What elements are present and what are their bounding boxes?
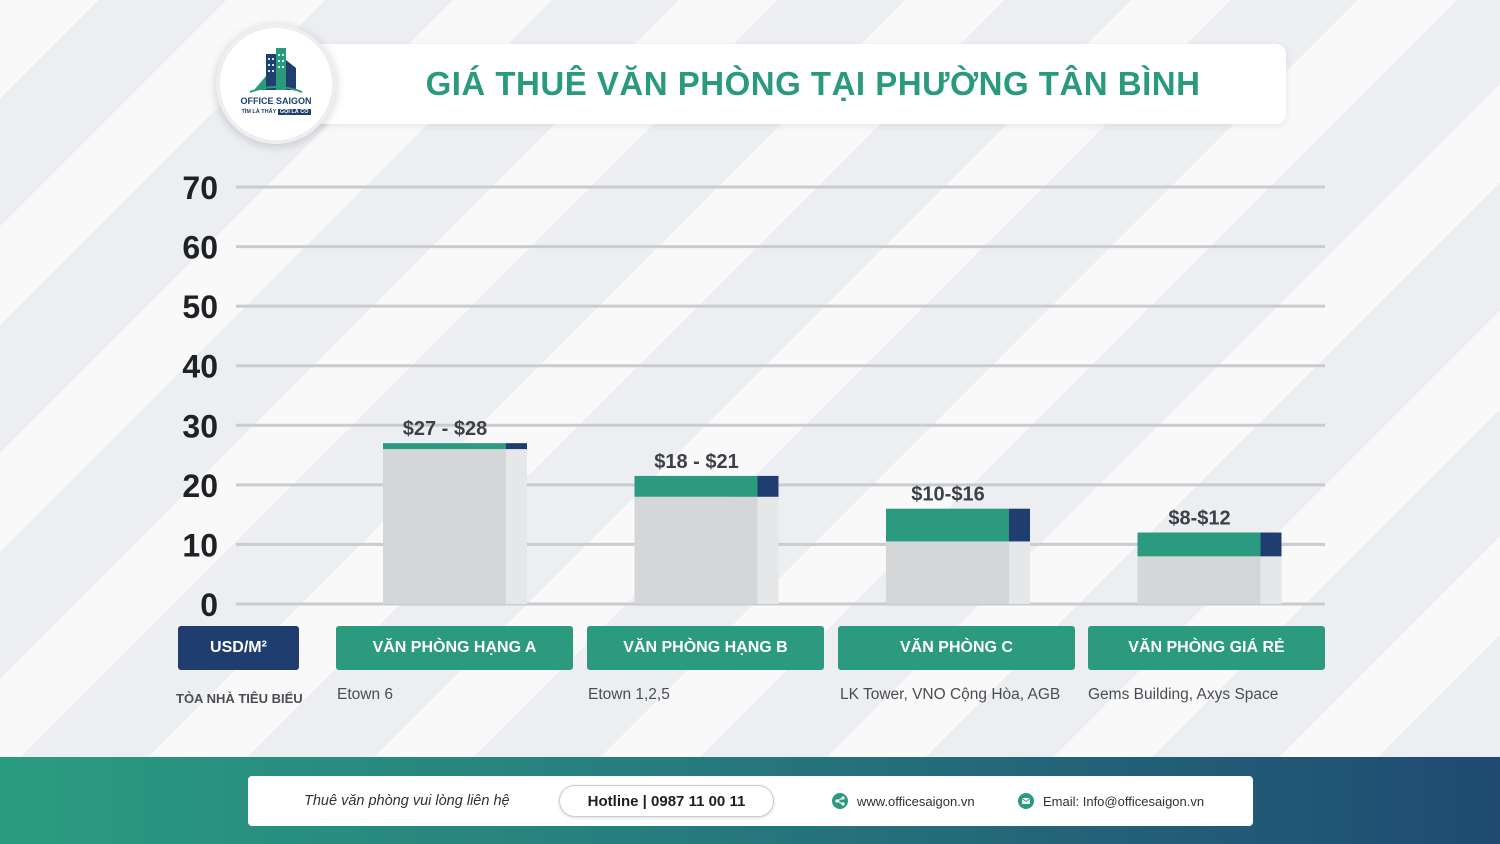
hotline-button[interactable]: Hotline | 0987 11 00 11 xyxy=(559,785,774,817)
chart-title: GIÁ THUÊ VĂN PHÒNG TẠI PHƯỜNG TÂN BÌNH xyxy=(425,65,1201,102)
bar-base xyxy=(383,449,506,604)
bar-base-side xyxy=(506,449,527,604)
y-tick-label: 50 xyxy=(182,289,218,325)
y-tick-label: 0 xyxy=(200,587,218,623)
y-tick-label: 10 xyxy=(182,527,218,563)
data-label: $18 - $21 xyxy=(654,451,739,473)
bar-range xyxy=(634,475,758,497)
data-label: $10-$16 xyxy=(911,484,984,506)
building-logo-icon xyxy=(249,48,303,93)
category-label-b: VĂN PHÒNG HẠNG B xyxy=(587,626,824,670)
footer-note: Thuê văn phòng vui lòng liên hệ xyxy=(304,793,510,809)
bar-chart: 0 10 20 30 40 50 60 70 $27 - $28 $18 - $21 $10-$16… xyxy=(182,170,1325,623)
data-label: $8-$12 xyxy=(1168,508,1230,530)
share-icon xyxy=(832,793,848,809)
bar-range-side xyxy=(506,443,527,450)
logo: OFFICE SAIGON TÌM LÀ THẤY GỌI LÀ CÓ xyxy=(216,24,336,144)
unit-label: USD/M² xyxy=(178,626,299,670)
bar-range xyxy=(1137,532,1261,557)
data-label: $27 - $28 xyxy=(403,418,488,440)
y-tick-label: 60 xyxy=(182,230,218,266)
bar-range-side xyxy=(1009,508,1030,542)
website-link[interactable]: www.officesaigon.vn xyxy=(832,776,975,826)
bar-range-side xyxy=(757,475,779,497)
bar-range-side xyxy=(1260,532,1282,557)
y-tick-label: 20 xyxy=(182,468,218,504)
logo-slogan: TÌM LÀ THẤY GỌI LÀ CÓ xyxy=(220,109,332,115)
bar-base-side xyxy=(1009,541,1030,604)
bar-base xyxy=(886,541,1009,604)
bar-range xyxy=(886,508,1009,542)
y-tick-label: 40 xyxy=(182,349,218,385)
bar-base xyxy=(1137,556,1261,604)
building-list-c: LK Tower, VNO Cộng Hòa, AGB xyxy=(840,686,1061,703)
row-label: TÒA NHÀ TIÊU BIỂU xyxy=(176,691,303,706)
bar-base-side xyxy=(1260,556,1282,604)
building-list-b: Etown 1,2,5 xyxy=(588,686,670,703)
y-tick-label: 30 xyxy=(182,408,218,444)
email-text: Email: Info@officesaigon.vn xyxy=(1043,793,1205,809)
bar-base xyxy=(634,496,758,604)
website-text: www.officesaigon.vn xyxy=(857,793,975,809)
category-label-a: VĂN PHÒNG HẠNG A xyxy=(336,626,573,670)
logo-name: OFFICE SAIGON xyxy=(240,96,312,106)
category-label-cheap: VĂN PHÒNG GIÁ RẺ xyxy=(1088,626,1325,670)
category-label-c: VĂN PHÒNG C xyxy=(838,626,1075,670)
building-list-cheap: Gems Building, Axys Space xyxy=(1088,686,1279,703)
mail-icon xyxy=(1018,793,1034,809)
building-list-a: Etown 6 xyxy=(337,686,394,703)
y-tick-label: 70 xyxy=(182,170,218,206)
email-link[interactable]: Email: Info@officesaigon.vn xyxy=(1018,776,1204,826)
bar-range xyxy=(383,443,506,450)
logo-slogan-prefix: TÌM LÀ THẤY xyxy=(241,109,277,115)
logo-slogan-highlight: GỌI LÀ CÓ xyxy=(277,109,311,115)
title-bar xyxy=(300,44,1286,124)
bar-base-side xyxy=(757,496,779,604)
